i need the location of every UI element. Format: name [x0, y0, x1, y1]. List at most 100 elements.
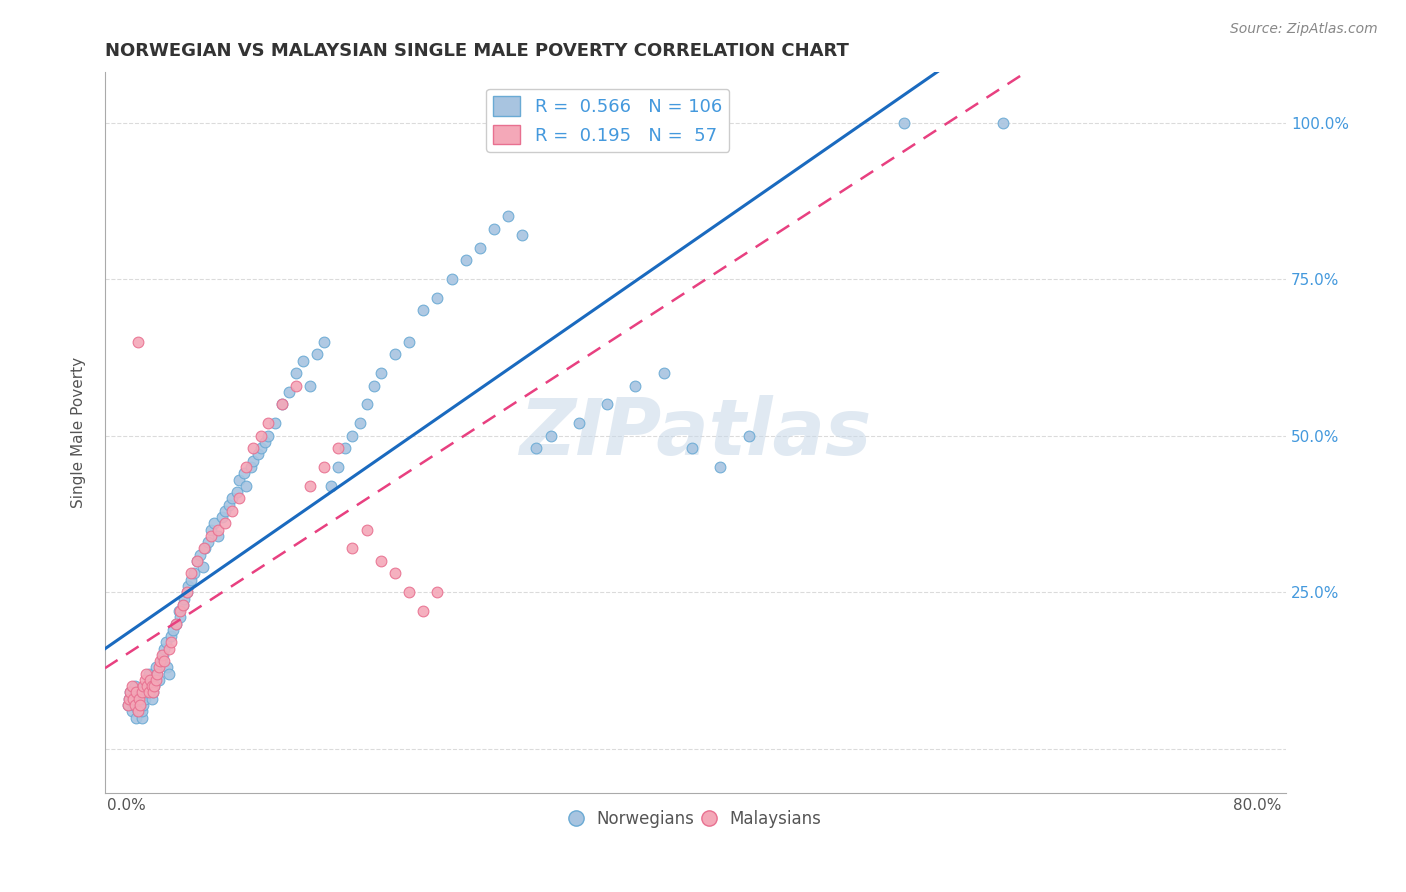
Point: [221, 491, 243, 506]
Point: [132, 698, 155, 712]
Point: [122, 698, 145, 712]
Point: [200, 529, 222, 543]
Point: [482, 222, 505, 236]
Y-axis label: Single Male Poverty: Single Male Poverty: [72, 357, 86, 508]
Point: [246, 447, 269, 461]
Point: [118, 691, 141, 706]
Point: [363, 378, 385, 392]
Point: [426, 291, 449, 305]
Point: [125, 691, 148, 706]
Point: [193, 541, 215, 556]
Point: [370, 366, 392, 380]
Point: [321, 479, 343, 493]
Point: [117, 698, 139, 712]
Point: [145, 673, 167, 687]
Point: [157, 641, 180, 656]
Point: [307, 347, 329, 361]
Point: [180, 566, 202, 581]
Point: [177, 579, 200, 593]
Point: [328, 441, 350, 455]
Point: [121, 704, 143, 718]
Point: [207, 523, 229, 537]
Point: [356, 397, 378, 411]
Point: [349, 416, 371, 430]
Point: [370, 554, 392, 568]
Point: [384, 566, 406, 581]
Point: [134, 691, 156, 706]
Point: [284, 378, 307, 392]
Point: [510, 228, 533, 243]
Point: [335, 441, 357, 455]
Point: [127, 334, 149, 349]
Point: [194, 541, 217, 556]
Point: [150, 648, 173, 662]
Legend: Norwegians, Malaysians: Norwegians, Malaysians: [562, 804, 828, 835]
Point: [384, 347, 406, 361]
Point: [127, 704, 149, 718]
Point: [145, 660, 167, 674]
Point: [160, 629, 183, 643]
Point: [120, 685, 142, 699]
Point: [122, 691, 145, 706]
Point: [117, 698, 139, 712]
Point: [221, 504, 243, 518]
Point: [134, 673, 156, 687]
Point: [131, 685, 153, 699]
Point: [681, 441, 703, 455]
Point: [127, 698, 149, 712]
Point: [124, 679, 146, 693]
Point: [136, 679, 159, 693]
Point: [426, 585, 449, 599]
Point: [468, 241, 491, 255]
Point: [284, 366, 307, 380]
Point: [991, 115, 1014, 129]
Point: [172, 598, 194, 612]
Point: [314, 460, 336, 475]
Point: [139, 673, 162, 687]
Point: [270, 397, 292, 411]
Point: [440, 272, 463, 286]
Point: [125, 685, 148, 699]
Point: [173, 591, 195, 606]
Point: [129, 698, 152, 712]
Point: [270, 397, 292, 411]
Point: [143, 679, 166, 693]
Point: [141, 691, 163, 706]
Point: [131, 710, 153, 724]
Point: [235, 479, 257, 493]
Point: [148, 660, 170, 674]
Point: [124, 698, 146, 712]
Point: [207, 529, 229, 543]
Point: [253, 434, 276, 449]
Point: [150, 654, 173, 668]
Point: [188, 548, 211, 562]
Point: [737, 428, 759, 442]
Point: [398, 585, 420, 599]
Point: [186, 554, 208, 568]
Point: [146, 666, 169, 681]
Point: [197, 535, 219, 549]
Point: [412, 604, 434, 618]
Point: [228, 473, 250, 487]
Point: [454, 253, 477, 268]
Point: [125, 710, 148, 724]
Point: [157, 666, 180, 681]
Point: [228, 491, 250, 506]
Point: [176, 585, 198, 599]
Point: [138, 685, 160, 699]
Point: [148, 673, 170, 687]
Point: [162, 623, 184, 637]
Point: [152, 648, 174, 662]
Point: [249, 441, 271, 455]
Point: [146, 666, 169, 681]
Point: [153, 641, 176, 656]
Point: [128, 691, 150, 706]
Point: [314, 334, 336, 349]
Point: [176, 585, 198, 599]
Point: [239, 460, 262, 475]
Point: [142, 685, 165, 699]
Point: [129, 698, 152, 712]
Point: [299, 479, 322, 493]
Point: [292, 353, 315, 368]
Point: [167, 604, 190, 618]
